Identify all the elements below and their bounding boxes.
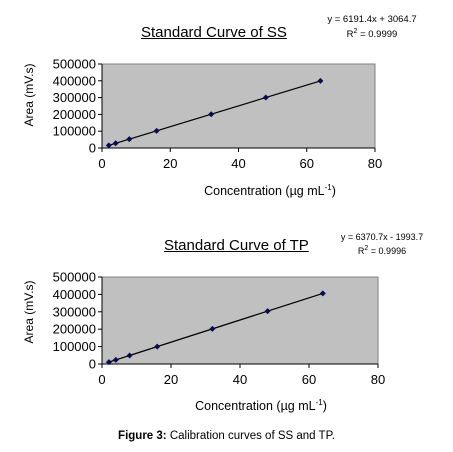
y-tick-label: 0 [89, 141, 96, 156]
data-point [264, 308, 271, 315]
data-point [112, 140, 119, 147]
figure-caption: Figure 3: Calibration curves of SS and T… [0, 430, 453, 442]
trendline [108, 292, 323, 363]
x-axis-label-main: Concentration (µg mL [204, 184, 325, 199]
data-point [319, 290, 326, 297]
r-squared: R2 = 0.9999 [312, 26, 432, 41]
chart-tp-plot: 0 100000 200000 300000 400000 500000 0 20 40 60 80 [53, 270, 386, 388]
y-axis-label: Area (mV.s) [22, 63, 36, 127]
x-tick-label: 40 [231, 156, 245, 171]
x-axis-label-exponent: -1 [324, 183, 332, 192]
data-point [262, 94, 269, 101]
x-tick-label: 80 [368, 156, 382, 171]
y-tick-label: 200000 [53, 322, 96, 337]
r-squared-exponent: 2 [364, 245, 369, 252]
r-squared-value: = 0.9999 [357, 29, 398, 41]
caption-text: Calibration curves of SS and TP. [169, 430, 335, 442]
y-tick-label: 100000 [53, 339, 96, 354]
x-axis-label-end: ) [331, 184, 336, 199]
r-squared-exponent: 2 [353, 28, 358, 35]
r-squared-value: = 0.9996 [368, 246, 407, 256]
data-point [105, 359, 112, 366]
caption-label: Figure 3: [118, 430, 167, 442]
r-squared-symbol: R [346, 29, 354, 41]
y-tick-label: 100000 [53, 124, 96, 139]
y-axis-label: Area (mV.s) [22, 280, 36, 344]
data-point [126, 352, 133, 359]
data-point [154, 343, 161, 350]
y-tick-label: 400000 [53, 73, 96, 88]
trendline-equation-box: y = 6191.4x + 3064.7 R2 = 0.9999 [312, 14, 432, 41]
x-tick-label: 40 [233, 372, 247, 387]
y-tick-label: 500000 [53, 270, 96, 285]
chart-title: Standard Curve of SS [141, 24, 287, 41]
y-tick-label: 0 [89, 357, 96, 372]
data-point [105, 142, 112, 149]
data-point [317, 77, 324, 84]
x-tick-label: 0 [98, 156, 105, 171]
y-tick-label: 300000 [53, 90, 96, 105]
data-point [126, 136, 133, 143]
x-tick-label: 0 [98, 372, 105, 387]
trendline-equation: y = 6191.4x + 3064.7 [327, 14, 417, 25]
chart-title: Standard Curve of TP [164, 237, 309, 254]
x-axis-label: Concentration (µg mL-1) [141, 398, 381, 413]
y-tick-label: 200000 [53, 107, 96, 122]
data-point [209, 325, 216, 332]
trendline-equation-box: y = 6370.7x - 1993.7 R2 = 0.9996 [322, 231, 442, 257]
trendline [108, 80, 321, 146]
x-tick-label: 60 [302, 372, 316, 387]
chart-ss: 0 100000 200000 300000 400000 500000 0 20 40 60 80… [0, 0, 453, 215]
data-point [208, 111, 215, 118]
x-tick-label: 60 [300, 156, 314, 171]
chart-tp: 0 100000 200000 300000 400000 500000 0 20 40 60 80… [0, 215, 453, 430]
y-tick-label: 300000 [53, 304, 96, 319]
trendline-equation: y = 6370.7x - 1993.7 [340, 232, 424, 242]
x-tick-label: 80 [371, 372, 385, 387]
r-squared: R2 = 0.9996 [322, 243, 442, 257]
x-axis-label-exponent: -1 [315, 398, 323, 407]
x-axis-label-main: Concentration (µg mL [195, 399, 316, 414]
x-axis-label-end: ) [322, 399, 327, 414]
y-tick-label: 400000 [53, 287, 96, 302]
y-tick-label: 500000 [53, 57, 96, 72]
data-point [112, 356, 119, 363]
x-axis-label: Concentration (µg mL-1) [150, 183, 390, 198]
x-tick-label: 20 [163, 156, 177, 171]
data-point [153, 127, 160, 134]
x-tick-label: 20 [164, 372, 178, 387]
r-squared-symbol: R [357, 246, 365, 256]
